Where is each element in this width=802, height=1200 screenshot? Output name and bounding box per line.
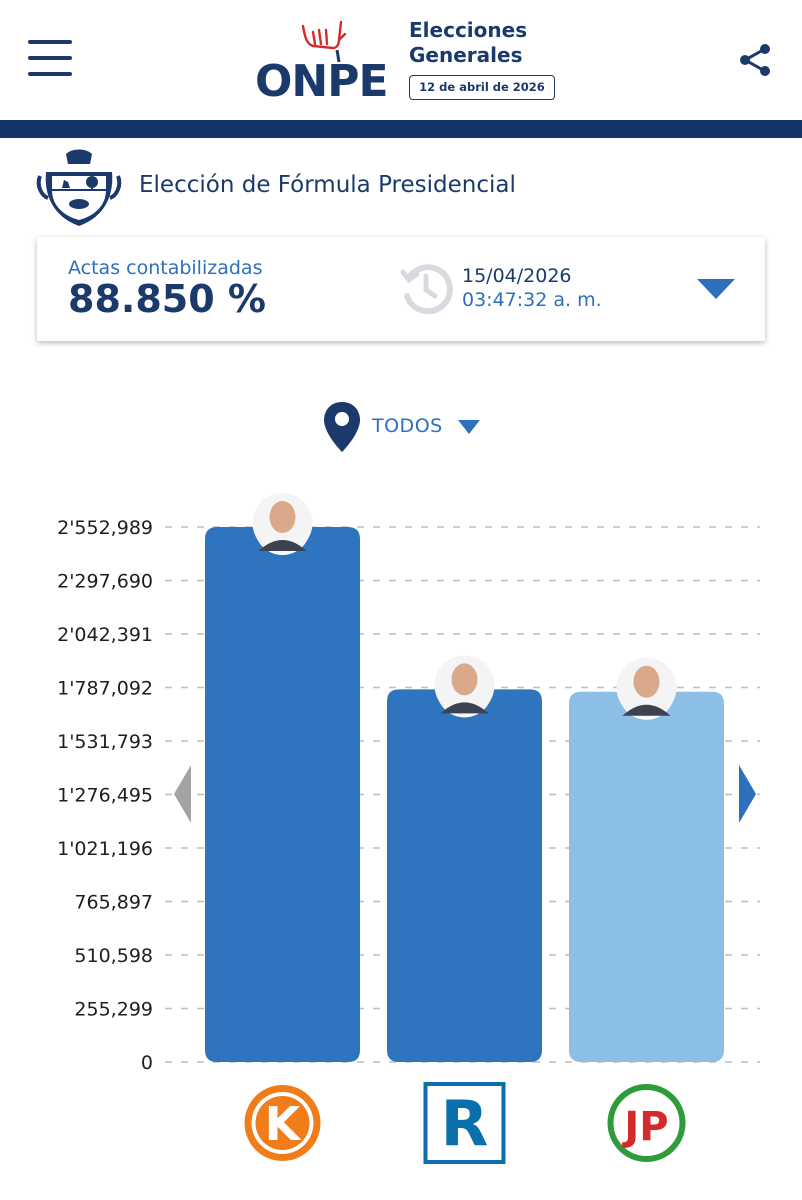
y-tick-label: 1'787,092 [57,678,153,700]
location-pin-icon [324,402,360,452]
y-tick-label: 765,897 [74,891,153,913]
menu-line [28,40,72,44]
previous-arrow-icon[interactable] [174,765,191,823]
voting-hand-icon [301,20,347,62]
y-tick-label: 2'552,989 [57,517,153,539]
onpe-logo: ONPE [255,18,395,107]
progress-card[interactable]: Actas contabilizadas 88.850 % 15/04/2026… [37,237,765,341]
caret-down-icon [458,420,480,434]
party-logo-frame [423,1082,506,1164]
y-tick-label: 1'531,793 [57,731,153,753]
y-tick-label: 510,598 [74,945,153,967]
menu-button[interactable] [28,40,72,78]
location-label: TODOS [372,415,443,437]
y-tick-label: 0 [141,1052,153,1074]
candidate-face [451,663,478,696]
clock-history-icon [400,264,453,315]
party-logo-letter: K [265,1097,303,1151]
party-logo: K [244,1085,321,1161]
section-title: Elección de Fórmula Presidencial [139,172,516,198]
update-time: 03:47:32 a. m. [462,289,602,311]
election-title-line: Generales [409,43,523,67]
party-logo-core [255,1096,310,1150]
next-arrow-icon[interactable] [739,765,756,823]
party-logo-letter: R [441,1087,489,1160]
app-header: ONPE Elecciones Generales 12 de abril de… [0,0,802,120]
election-title: Elecciones Generales [409,18,569,68]
candidate-shoulders [440,702,489,714]
actas-percentage: 88.850 % [68,277,266,321]
candidate-shoulders [258,540,307,551]
y-tick-label: 1'021,196 [57,838,153,860]
chart-canvas: 0 255,299 510,598 765,897 1'021,196 1'276,495… [57,493,760,1164]
bar [569,691,724,1062]
y-tick-label: 1'276,495 [57,784,153,806]
chevron-down-icon[interactable] [697,279,735,299]
candidate-face [269,501,296,533]
bar [387,689,542,1062]
y-tick-label: 255,299 [74,999,153,1021]
election-date-badge: 12 de abril de 2026 [409,75,555,100]
election-title-line: Elecciones [409,18,528,42]
header-divider-bar [0,120,802,138]
actas-label: Actas contabilizadas [68,257,263,279]
candidate-face [633,665,660,698]
logo-text: ONPE [255,56,389,107]
menu-line [28,56,72,60]
y-tick-label: 2'297,690 [57,571,153,593]
party-logo: R [423,1082,506,1164]
location-filter[interactable]: TODOS [318,400,488,456]
share-icon[interactable] [738,42,772,78]
menu-line [28,72,72,76]
party-logo-letter: JP [621,1104,668,1150]
party-logo: JP [607,1084,686,1162]
party-logo-circle [607,1084,686,1162]
update-date: 15/04/2026 [462,265,572,287]
y-tick-label: 2'042,391 [57,624,153,646]
votes-bar-chart: 0 255,299 510,598 765,897 1'021,196 1'276,495… [0,465,802,1200]
peru-coat-of-arms-icon [36,149,122,226]
bar [205,527,360,1062]
candidate-shoulders [622,704,671,716]
